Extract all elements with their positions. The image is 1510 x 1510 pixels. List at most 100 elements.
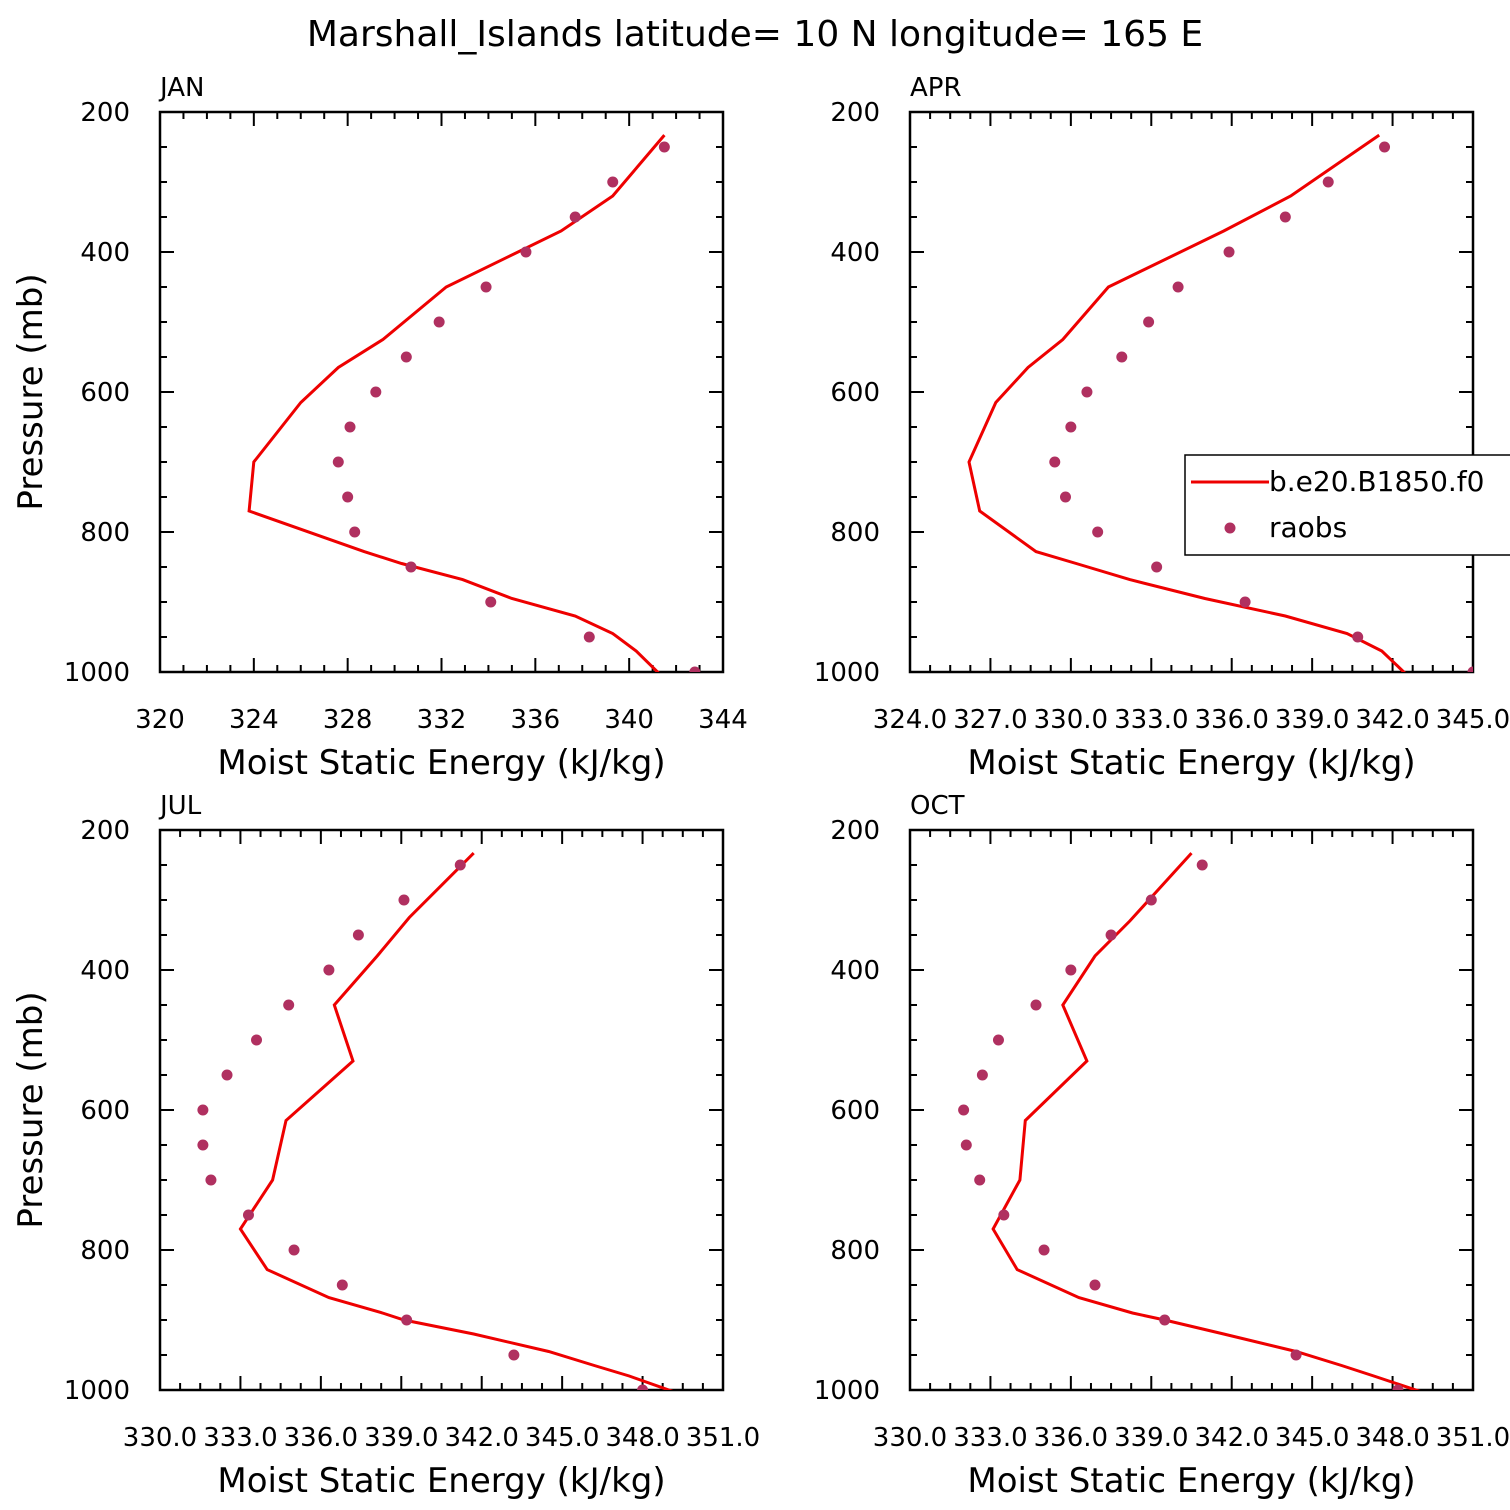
raobs-point [1105,929,1117,941]
x-axis-title: Moist Static Energy (kJ/kg) [217,1461,665,1501]
x-tick-label: 330.0 [873,1423,947,1453]
raobs-point [480,281,492,293]
raobs-point [1172,281,1184,293]
raobs-point [974,1174,986,1186]
raobs-point [352,929,364,941]
plot-area [247,134,701,672]
x-axis-title: Moist Static Energy (kJ/kg) [217,743,665,783]
x-axis-title: Moist Static Energy (kJ/kg) [967,1461,1415,1501]
panel-label: JAN [158,73,204,103]
legend-marker-swatch [1224,522,1236,534]
x-tick-label: 327.0 [953,705,1027,735]
y-tick-label: 800 [80,1236,130,1266]
raobs-point [1065,964,1077,976]
y-tick-label: 400 [80,956,130,986]
y-tick-label: 400 [830,956,880,986]
raobs-point [607,176,619,188]
raobs-point [1379,141,1391,153]
x-tick-label: 336 [511,705,561,735]
y-tick-label: 600 [830,378,880,408]
x-tick-label: 330.0 [1034,705,1108,735]
raobs-point [485,596,497,608]
x-tick-label: 336.0 [1034,1423,1108,1453]
raobs-point [1151,561,1163,573]
raobs-point [569,211,581,223]
raobs-point [398,894,410,906]
panel-label: JUL [158,791,202,821]
x-tick-label: 339.0 [1275,705,1349,735]
raobs-point [1239,596,1251,608]
x-axis-title: Moist Static Energy (kJ/kg) [967,743,1415,783]
raobs-point [221,1069,233,1081]
panel-label: APR [910,73,962,103]
raobs-point [370,386,382,398]
y-axis-title: Pressure (mb) [11,273,51,510]
legend-label-raobs: raobs [1269,511,1347,544]
raobs-point [1322,176,1334,188]
x-tick-label: 351.0 [686,1423,760,1453]
raobs-point [400,351,412,363]
raobs-point [1196,859,1208,871]
raobs-point [998,1209,1010,1221]
y-tick-label: 200 [80,816,130,846]
y-tick-label: 200 [80,98,130,128]
y-axis-title: Pressure (mb) [11,991,51,1228]
plot-area [197,852,674,1390]
raobs-point [1049,456,1061,468]
raobs-point [637,1384,649,1390]
raobs-point [344,421,356,433]
x-tick-label: 345.0 [1436,705,1510,735]
y-tick-label: 800 [80,518,130,548]
raobs-point [288,1244,300,1256]
y-tick-label: 1000 [64,658,130,688]
raobs-point [251,1034,263,1046]
x-tick-label: 348.0 [1355,1423,1429,1453]
raobs-point [1467,666,1473,672]
raobs-point [349,526,361,538]
raobs-point [401,1314,413,1326]
plot-frame [908,110,1475,674]
raobs-point [958,1104,970,1116]
x-tick-label: 320 [135,705,185,735]
x-tick-label: 342.0 [1194,1423,1268,1453]
panel-jan: JAN 320 324 328 332 336 340 344 200 400 600 800 1000… [11,73,748,783]
raobs-point [1392,1384,1404,1390]
raobs-point [1290,1349,1302,1361]
y-tick-label: 400 [830,238,880,268]
x-tick-label: 330.0 [123,1423,197,1453]
y-tick-label: 400 [80,238,130,268]
plot-area [967,133,1473,672]
x-tick-label: 333.0 [1114,705,1188,735]
raobs-point [1145,894,1157,906]
panel-oct: OCT 330.0 333.0 336.0 339.0 342.0 345.0 348.0 35… [814,791,1510,1501]
raobs-point [1352,631,1364,643]
x-tick-label: 345.0 [525,1423,599,1453]
raobs-point [283,999,295,1011]
raobs-point [1143,316,1155,328]
y-tick-label: 800 [830,1236,880,1266]
y-tick-label: 600 [80,1096,130,1126]
model-line [967,133,1406,672]
raobs-point [323,964,335,976]
plot-area [958,852,1421,1390]
x-tick-label: 332 [417,705,467,735]
x-tick-label: 333.0 [953,1423,1027,1453]
model-line [991,852,1421,1390]
y-tick-label: 1000 [814,1376,880,1406]
raobs-point [1279,211,1291,223]
legend-box [1184,454,1510,556]
x-tick-label: 339.0 [1114,1423,1188,1453]
raobs-point [658,141,670,153]
y-tick-label: 1000 [64,1376,130,1406]
x-tick-label: 324.0 [873,705,947,735]
x-tick-label: 342.0 [444,1423,518,1453]
y-tick-label: 1000 [814,658,880,688]
raobs-point [332,456,344,468]
raobs-point [205,1174,217,1186]
panels: JAN 320 324 328 332 336 340 344 200 400 600 800 1000… [11,73,1510,1501]
x-tick-label: 345.0 [1275,1423,1349,1453]
raobs-point [976,1069,988,1081]
raobs-point [1081,386,1093,398]
raobs-point [1030,999,1042,1011]
x-tick-label: 351.0 [1436,1423,1510,1453]
